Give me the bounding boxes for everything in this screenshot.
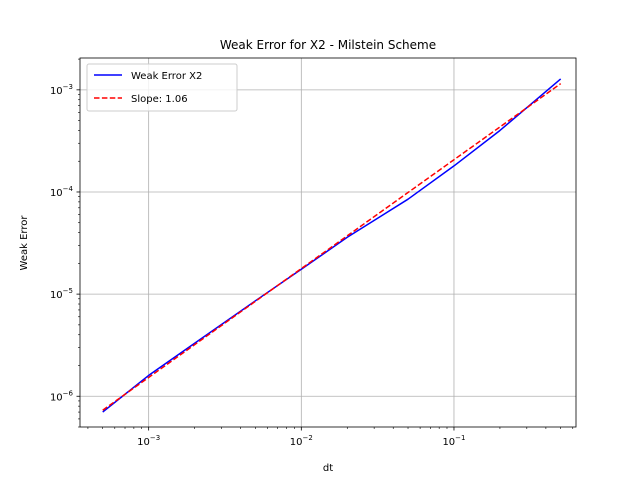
legend-box bbox=[86, 63, 238, 112]
plot-area bbox=[102, 78, 562, 413]
y-axis-label: Weak Error bbox=[19, 215, 30, 271]
legend: Weak Error X2 Slope: 1.06 bbox=[86, 63, 238, 112]
series-line-weak-error-x2 bbox=[102, 78, 562, 413]
grid-lines bbox=[80, 58, 576, 427]
x-axis-label: dt bbox=[323, 463, 333, 474]
axes-frame bbox=[79, 57, 577, 428]
legend-label-weak-error-x2: Weak Error X2 bbox=[131, 71, 202, 82]
y-tick-label: 10−5 bbox=[50, 287, 73, 301]
y-tick-label: 10−3 bbox=[50, 83, 73, 97]
y-tick-label: 10−4 bbox=[50, 185, 74, 199]
series-line-slope-fit bbox=[102, 83, 562, 411]
chart-title: Weak Error for X2 - Milstein Scheme bbox=[220, 38, 436, 52]
axis-ticks: 10−3 10−2 10−1 10−6 10−5 10−4 10−3 bbox=[50, 58, 574, 448]
x-tick-label: 10−1 bbox=[442, 434, 465, 448]
x-tick-label: 10−2 bbox=[290, 434, 313, 448]
x-tick-label: 10−3 bbox=[137, 434, 160, 448]
legend-label-slope: Slope: 1.06 bbox=[131, 94, 188, 105]
y-tick-label: 10−6 bbox=[50, 389, 74, 403]
